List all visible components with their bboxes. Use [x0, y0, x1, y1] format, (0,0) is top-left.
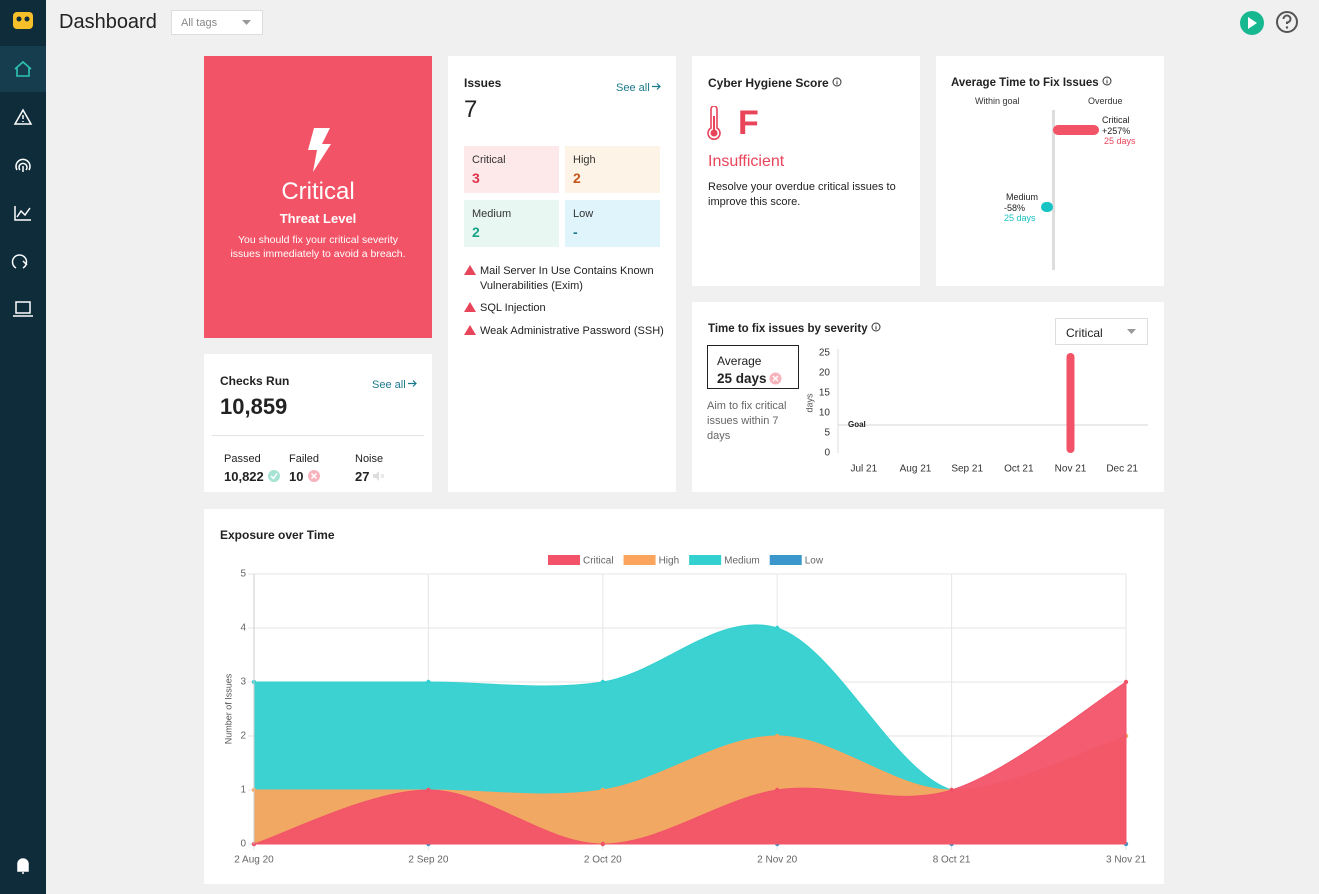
page-title: Dashboard: [59, 11, 157, 33]
stat-value: 27: [355, 469, 370, 484]
info-icon[interactable]: [832, 77, 842, 87]
fix-item-change: +257%: [1102, 126, 1131, 136]
severity-count: 2: [573, 170, 581, 186]
divider: [212, 435, 424, 436]
fix-time-chart: [1041, 110, 1099, 270]
severity-name: Medium: [472, 208, 512, 220]
severity-name: Critical: [472, 154, 506, 166]
info-icon[interactable]: [871, 322, 881, 332]
severity-filter-label: Critical: [1066, 326, 1103, 340]
within-goal-label: Within goal: [975, 96, 1020, 106]
fix-item-name: Medium: [1005, 192, 1038, 202]
exposure-title: Exposure over Time: [220, 528, 335, 542]
severity-low[interactable]: Low -: [565, 200, 660, 247]
checks-total: 10,859: [220, 394, 288, 419]
threat-level: Critical: [281, 178, 355, 205]
nav-reports[interactable]: [14, 206, 31, 221]
issues-see-all[interactable]: See all: [616, 78, 662, 96]
caret: [1127, 329, 1136, 334]
average-label: Average: [717, 354, 762, 368]
help-button[interactable]: [1276, 11, 1298, 33]
issues-card: Issues See all 7 Critical 3 High 2 Medium 2…: [448, 56, 676, 492]
info-icon[interactable]: [1102, 76, 1112, 86]
stat-label: Passed: [224, 453, 261, 465]
fix-item-change: -58%: [1004, 203, 1026, 213]
logo: [13, 12, 33, 29]
severity-count: 2: [472, 224, 480, 240]
nav-devices[interactable]: [13, 301, 33, 317]
average-value: 25 days: [717, 371, 767, 386]
bolt-icon: [308, 128, 331, 172]
tag-filter-label: All tags: [181, 17, 218, 29]
issue-item[interactable]: SQL Injection: [480, 302, 546, 314]
severity-fix-card: Time to fix issues by severity Critical …: [692, 302, 1164, 492]
overdue-label: Overdue: [1088, 96, 1123, 106]
caret: [242, 20, 251, 25]
hygiene-status: Insufficient: [708, 153, 785, 170]
run-button[interactable]: [1240, 11, 1264, 35]
stat-label: Failed: [289, 453, 319, 465]
arrow: [651, 83, 661, 90]
sidebar: [0, 0, 46, 894]
fix-time-card: Average Time to Fix Issues Within goal O…: [936, 56, 1164, 286]
stat-label: Noise: [355, 453, 384, 465]
severity-name: Low: [573, 208, 594, 220]
severity-count: -: [573, 224, 578, 240]
severity-count: 3: [472, 170, 480, 186]
issues-title: Issues: [464, 76, 502, 90]
hygiene-title-text: Cyber Hygiene Score: [708, 76, 829, 90]
see-all-label: See all: [616, 82, 650, 94]
hygiene-title: Cyber Hygiene Score: [708, 76, 842, 90]
average-box: Average 25 days: [707, 345, 799, 389]
issue-item[interactable]: Mail Server In Use Contains Known Vulner…: [480, 265, 654, 292]
fix-item-days: 25 days: [1104, 136, 1136, 146]
nav-issues[interactable]: [13, 108, 33, 125]
checks-card: Checks Run See all 10,859 Passed 10,822 …: [204, 354, 432, 492]
header-actions: [1240, 11, 1298, 35]
overdue-icon: [769, 372, 782, 385]
issues-total: 7: [464, 96, 478, 123]
checks-see-all[interactable]: See all: [372, 375, 418, 393]
active-nav[interactable]: [0, 46, 46, 92]
nav-scan[interactable]: [15, 158, 31, 172]
stat-value: 10: [289, 469, 304, 484]
hygiene-grade: F: [738, 104, 759, 142]
fix-time-title-text: Average Time to Fix Issues: [951, 77, 1099, 89]
sidebar-icons: [0, 12, 46, 874]
severity-fix-title-text: Time to fix issues by severity: [708, 323, 868, 335]
nav-home[interactable]: [14, 60, 32, 77]
nav-targets[interactable]: [11, 254, 28, 269]
fix-time-title: Average Time to Fix Issues: [951, 76, 1112, 89]
severity-name: High: [573, 154, 596, 166]
exposure-card: Exposure over Time: [204, 509, 1164, 884]
see-all-label: See all: [372, 379, 406, 391]
issue-item[interactable]: Weak Administrative Password (SSH): [480, 325, 664, 337]
nav-notifications[interactable]: [17, 858, 29, 874]
average-note: Aim to fix critical issues within 7 days: [707, 400, 787, 442]
threat-message: You should fix your critical severity is…: [230, 234, 406, 260]
thermometer-icon: [707, 106, 721, 140]
warning-icons: [464, 265, 476, 335]
tag-filter[interactable]: All tags: [171, 10, 263, 35]
severity-filter[interactable]: Critical: [1055, 318, 1148, 345]
threat-card: Critical Threat Level You should fix you…: [204, 56, 432, 338]
severity-medium[interactable]: Medium 2: [464, 200, 559, 247]
stat-icons: [268, 470, 385, 482]
severity-critical[interactable]: Critical 3: [464, 146, 559, 193]
severity-high[interactable]: High 2: [565, 146, 660, 193]
arrow: [407, 380, 417, 387]
hygiene-card: Cyber Hygiene Score F Insufficient Resol…: [692, 56, 920, 286]
severity-fix-title: Time to fix issues by severity: [708, 322, 881, 335]
checks-title: Checks Run: [220, 374, 290, 388]
hygiene-message: Resolve your overdue critical issues to …: [708, 181, 896, 208]
fix-item-days: 25 days: [1004, 213, 1036, 223]
threat-label: Threat Level: [279, 211, 357, 226]
fix-item-name: Critical: [1102, 115, 1130, 125]
stat-value: 10,822: [224, 469, 264, 484]
